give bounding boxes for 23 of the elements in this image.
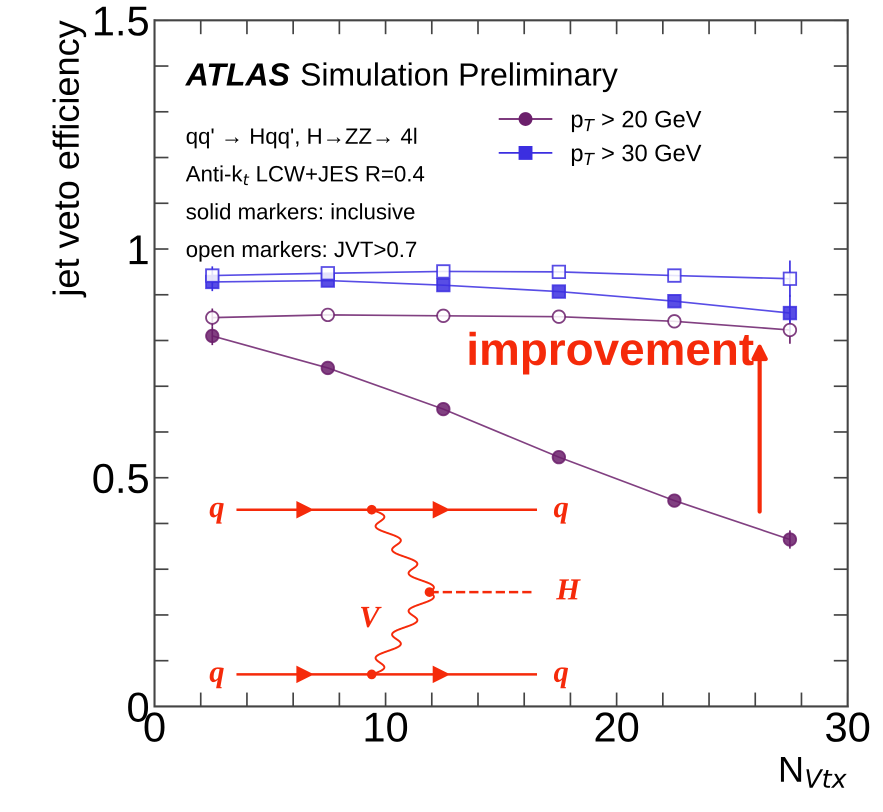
annotation: open markers: JVT>0.7 xyxy=(186,240,416,262)
annotation: q xyxy=(210,502,224,524)
x-tick-label: 10 xyxy=(366,712,408,742)
annotation: Anti-k$_{t}$ LCW+JES R=0.4 xyxy=(186,165,424,186)
annotation: ATLAS xyxy=(185,63,290,86)
annotation: qq' → Hqq', H→ZZ→ 4l xyxy=(186,128,416,148)
annotation: improvement xyxy=(470,332,754,374)
x-axis-title: N$_{Vtx}$ xyxy=(780,756,847,788)
annotation: solid markers: inclusive xyxy=(186,203,414,220)
annotation: Simulation Preliminary xyxy=(302,62,618,92)
y-tick-label: 0.5 xyxy=(93,464,148,494)
x-tick-label: 30 xyxy=(826,712,870,742)
y-tick-label: 1 xyxy=(130,235,148,264)
annotation: q xyxy=(554,667,568,688)
annotation: V xyxy=(361,606,382,628)
legend-label: p$_{T}$ > 20 GeV xyxy=(572,110,702,132)
annotation: q xyxy=(210,667,224,688)
y-tick-label: 1.5 xyxy=(94,6,148,36)
annotation: q xyxy=(554,502,568,524)
legend-label: p$_{T}$ > 30 GeV xyxy=(572,144,702,166)
y-axis-title: jet veto efficiency xyxy=(52,20,86,298)
x-tick-label: 20 xyxy=(596,712,638,742)
annotation: H xyxy=(556,579,581,600)
